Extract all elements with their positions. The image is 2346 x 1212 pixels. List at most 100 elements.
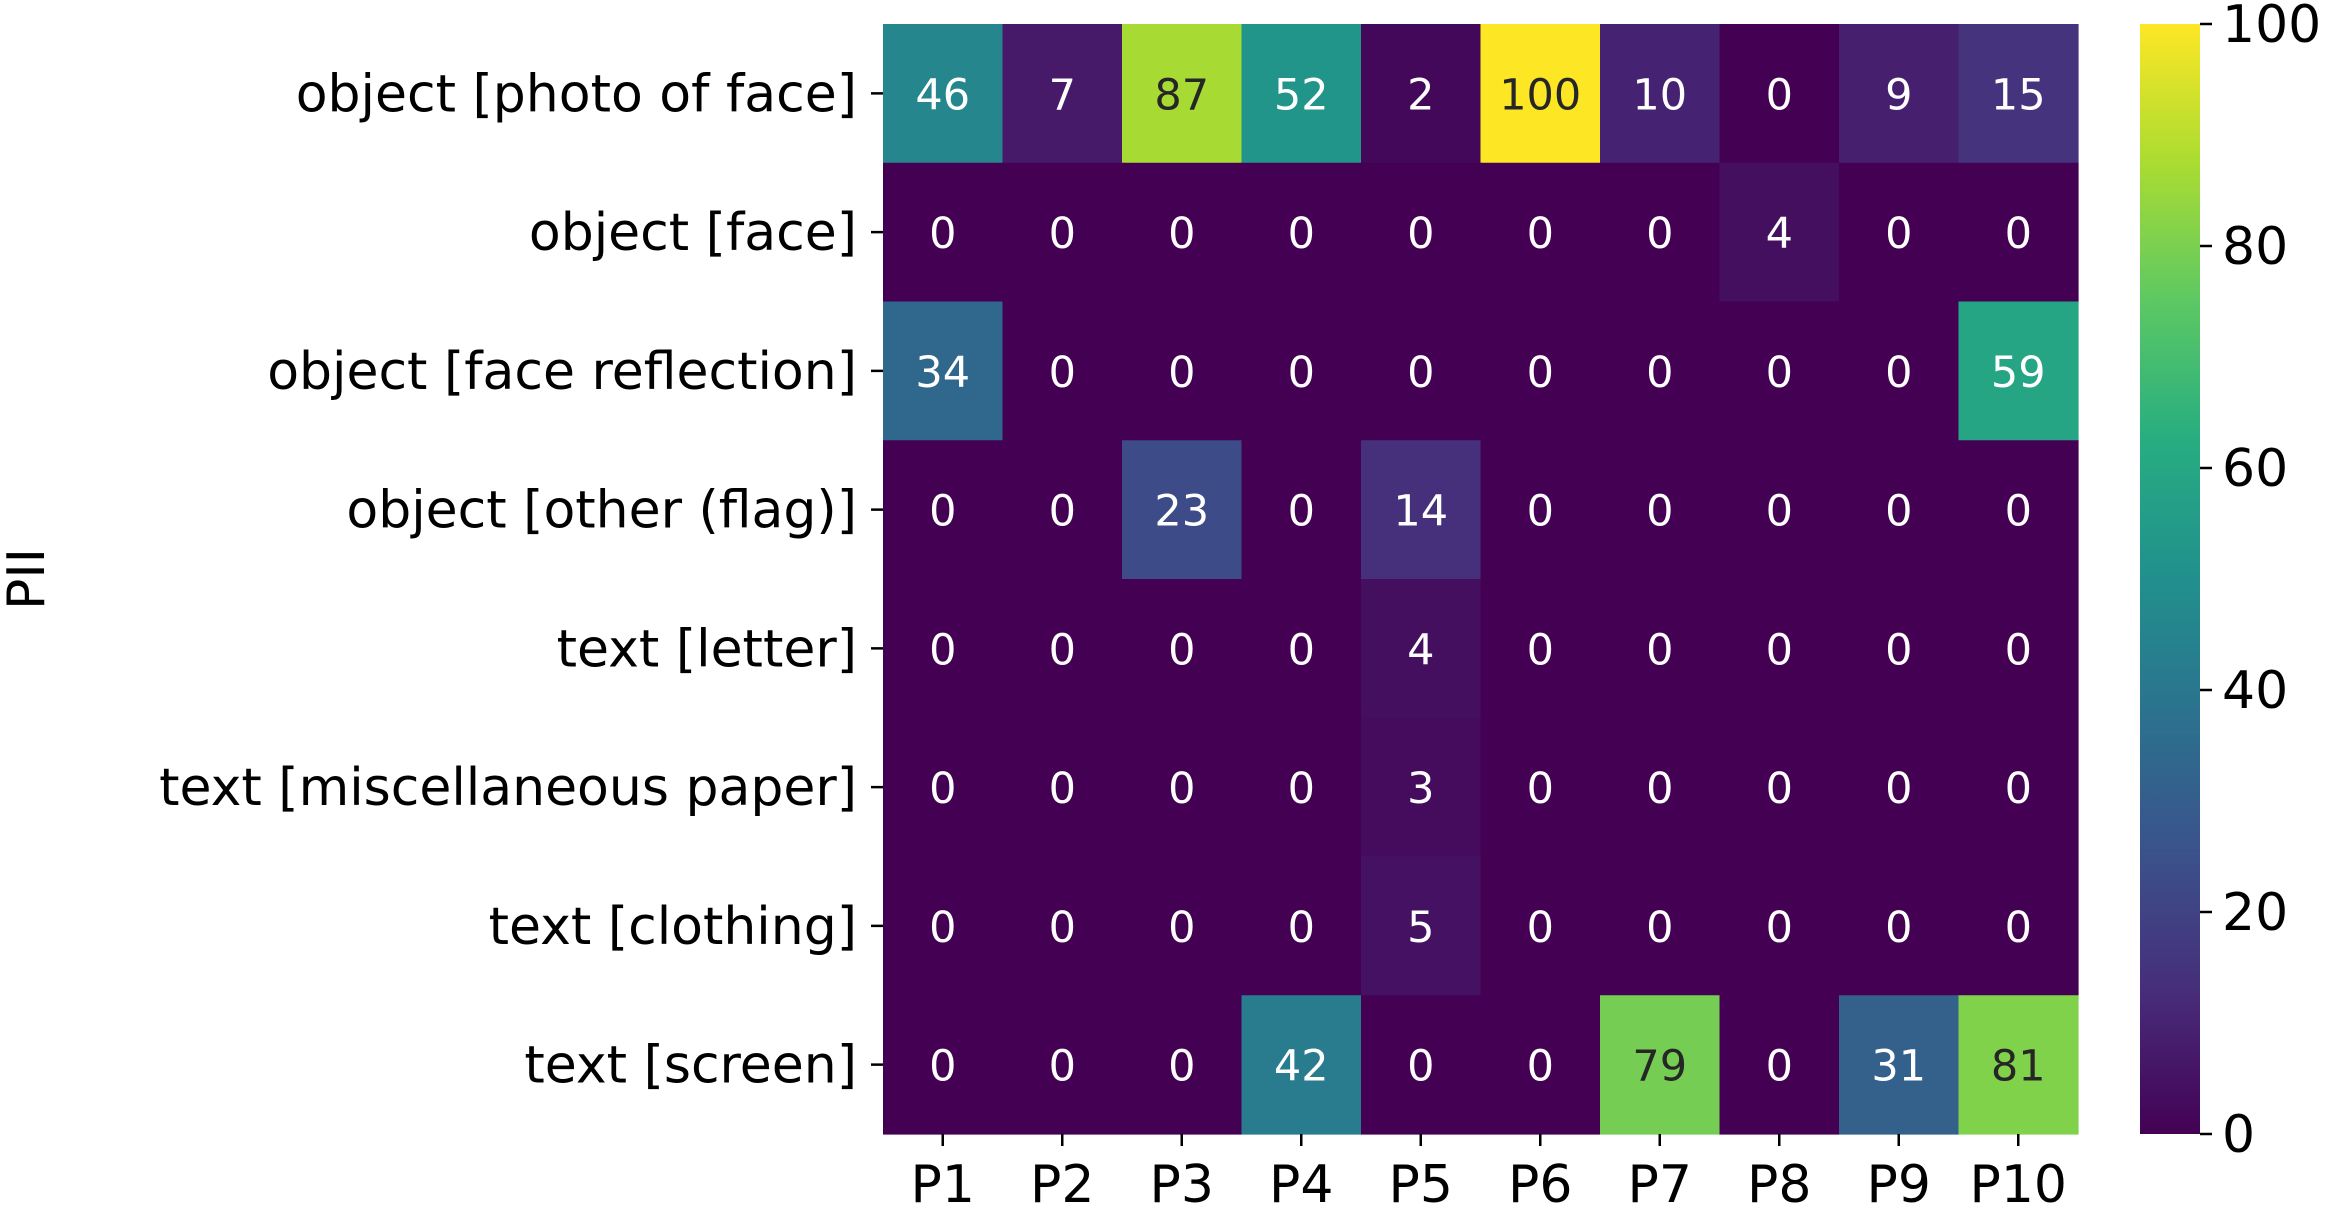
heatmap-cell (1361, 301, 1482, 441)
cell-value-label: 0 (1766, 487, 1793, 537)
heatmap-cell (1122, 579, 1243, 719)
y-tick-label: object [face reflection] (267, 342, 857, 402)
x-tick-label: P10 (1969, 1155, 2067, 1212)
heatmap-cell (1600, 856, 1721, 996)
cell-value-label: 0 (929, 903, 956, 953)
heatmap-cell (1002, 440, 1123, 580)
heatmap-cell (1002, 24, 1123, 164)
x-tick-label: P2 (1030, 1155, 1094, 1212)
cell-value-label: 15 (1991, 70, 2046, 120)
cell-value-label: 0 (1407, 209, 1434, 259)
cell-value-label: 5 (1407, 903, 1434, 953)
heatmap-cell (1122, 24, 1243, 164)
heatmap-cell (1480, 717, 1601, 858)
cell-value-label: 0 (1527, 209, 1554, 259)
x-tick-label: P1 (911, 1155, 975, 1212)
cell-value-label: 0 (1766, 764, 1793, 814)
heatmap-cell (1600, 579, 1721, 719)
cell-value-label: 0 (1527, 1042, 1554, 1092)
cell-value-label: 0 (1288, 764, 1315, 814)
heatmap-cell (1719, 579, 1840, 719)
cell-value-label: 10 (1632, 70, 1687, 120)
cell-value-label: 0 (2005, 487, 2032, 537)
cell-value-label: 87 (1154, 70, 1209, 120)
cell-value-label: 0 (1527, 487, 1554, 537)
cell-value-label: 0 (1646, 487, 1673, 537)
y-tick-label: object [photo of face] (296, 64, 857, 124)
cell-value-label: 0 (2005, 625, 2032, 675)
cell-value-label: 0 (2005, 764, 2032, 814)
heatmap-cell (1958, 995, 2079, 1135)
colorbar-tick-label: 0 (2222, 1105, 2255, 1165)
heatmap-cell (883, 995, 1004, 1135)
heatmap-cell (1719, 856, 1840, 996)
cell-value-label: 0 (929, 209, 956, 259)
heatmap-cell (1958, 717, 2079, 858)
heatmap-cell (1122, 440, 1243, 580)
cell-value-label: 52 (1274, 70, 1329, 120)
cell-value-label: 0 (1288, 209, 1315, 259)
heatmap-cell (1241, 301, 1362, 441)
heatmap-cell (1719, 301, 1840, 441)
cell-value-label: 4 (1766, 209, 1793, 259)
heatmap-cell (1241, 579, 1362, 719)
heatmap-cell (1122, 856, 1243, 996)
cell-value-label: 0 (1766, 70, 1793, 120)
heatmap-cell (1480, 440, 1601, 580)
heatmap-cell (1361, 717, 1482, 858)
heatmap-cell (1958, 162, 2079, 303)
heatmap-cell (883, 24, 1004, 164)
heatmap-cell (1839, 301, 1960, 441)
cell-value-label: 0 (1527, 625, 1554, 675)
cell-value-label: 0 (1168, 1042, 1195, 1092)
colorbar-tick-label: 20 (2222, 883, 2288, 943)
heatmap-cell (1241, 162, 1362, 303)
y-tick-label: text [clothing] (489, 897, 857, 957)
heatmap-cell (1241, 717, 1362, 858)
heatmap-cell (1361, 856, 1482, 996)
heatmap-cell (1002, 995, 1123, 1135)
cell-value-label: 42 (1274, 1042, 1329, 1092)
heatmap-cell (1958, 579, 2079, 719)
cell-value-label: 0 (1885, 209, 1912, 259)
cell-value-label: 0 (1288, 487, 1315, 537)
heatmap-cell (883, 579, 1004, 719)
cell-value-label: 0 (1168, 764, 1195, 814)
heatmap-cell (1839, 995, 1960, 1135)
heatmap-cell (1600, 440, 1721, 580)
heatmap-cell (1002, 717, 1123, 858)
y-tick-label: text [screen] (524, 1036, 857, 1096)
cell-value-label: 0 (1049, 625, 1076, 675)
x-tick-label: P7 (1628, 1155, 1692, 1212)
cell-value-label: 0 (1885, 487, 1912, 537)
heatmap-cell (1480, 579, 1601, 719)
x-tick-label: P8 (1747, 1155, 1811, 1212)
cell-value-label: 0 (1646, 903, 1673, 953)
cell-value-label: 0 (1168, 209, 1195, 259)
x-axis: P1 P2 P3 P4 P5 P6 P7 P8 P9 P10 (911, 1134, 2067, 1212)
heatmap-cell (1839, 440, 1960, 580)
cell-value-label: 0 (1766, 625, 1793, 675)
heatmap-cell (1958, 440, 2079, 580)
cell-value-label: 0 (1885, 348, 1912, 398)
cell-value-label: 31 (1871, 1042, 1926, 1092)
cell-value-label: 0 (2005, 209, 2032, 259)
cell-value-label: 0 (929, 1042, 956, 1092)
cell-value-label: 0 (2005, 903, 2032, 953)
y-tick-label: object [face] (529, 203, 857, 263)
y-tick-label: text [letter] (557, 619, 857, 679)
cell-value-label: 0 (1049, 348, 1076, 398)
colorbar-gradient (2140, 24, 2200, 1134)
heatmap-cell (1241, 440, 1362, 580)
x-tick-label: P5 (1389, 1155, 1453, 1212)
heatmap-cell (1361, 24, 1482, 164)
heatmap-cell (1600, 301, 1721, 441)
heatmap-cell (1361, 440, 1482, 580)
heatmap-cell (1361, 162, 1482, 303)
heatmap-cell (883, 301, 1004, 441)
cell-value-label: 0 (1766, 1042, 1793, 1092)
cell-value-label: 0 (1885, 625, 1912, 675)
cell-value-label: 0 (1407, 348, 1434, 398)
heatmap-cell (1958, 301, 2079, 441)
cell-value-label: 0 (1288, 903, 1315, 953)
